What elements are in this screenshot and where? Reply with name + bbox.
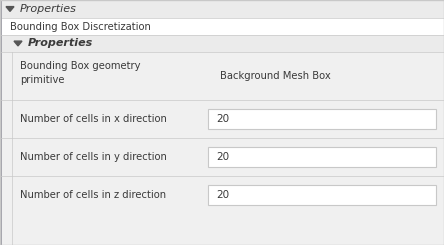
FancyBboxPatch shape	[208, 109, 436, 129]
Text: Background Mesh Box: Background Mesh Box	[220, 71, 331, 81]
Text: Number of cells in z direction: Number of cells in z direction	[20, 190, 166, 200]
Text: Bounding Box Discretization: Bounding Box Discretization	[10, 22, 151, 32]
Text: Number of cells in x direction: Number of cells in x direction	[20, 114, 167, 124]
FancyBboxPatch shape	[0, 35, 444, 52]
Text: 20: 20	[216, 114, 229, 124]
FancyBboxPatch shape	[208, 185, 436, 205]
Polygon shape	[14, 41, 22, 46]
Polygon shape	[6, 7, 14, 12]
Text: Properties: Properties	[20, 4, 77, 14]
FancyBboxPatch shape	[0, 0, 444, 18]
FancyBboxPatch shape	[0, 52, 444, 245]
FancyBboxPatch shape	[208, 147, 436, 167]
FancyBboxPatch shape	[0, 0, 2, 245]
Text: Number of cells in y direction: Number of cells in y direction	[20, 152, 167, 162]
Text: 20: 20	[216, 152, 229, 162]
Text: primitive: primitive	[20, 75, 64, 85]
Text: Bounding Box geometry: Bounding Box geometry	[20, 61, 140, 71]
Text: 20: 20	[216, 190, 229, 200]
Text: Properties: Properties	[28, 38, 93, 49]
